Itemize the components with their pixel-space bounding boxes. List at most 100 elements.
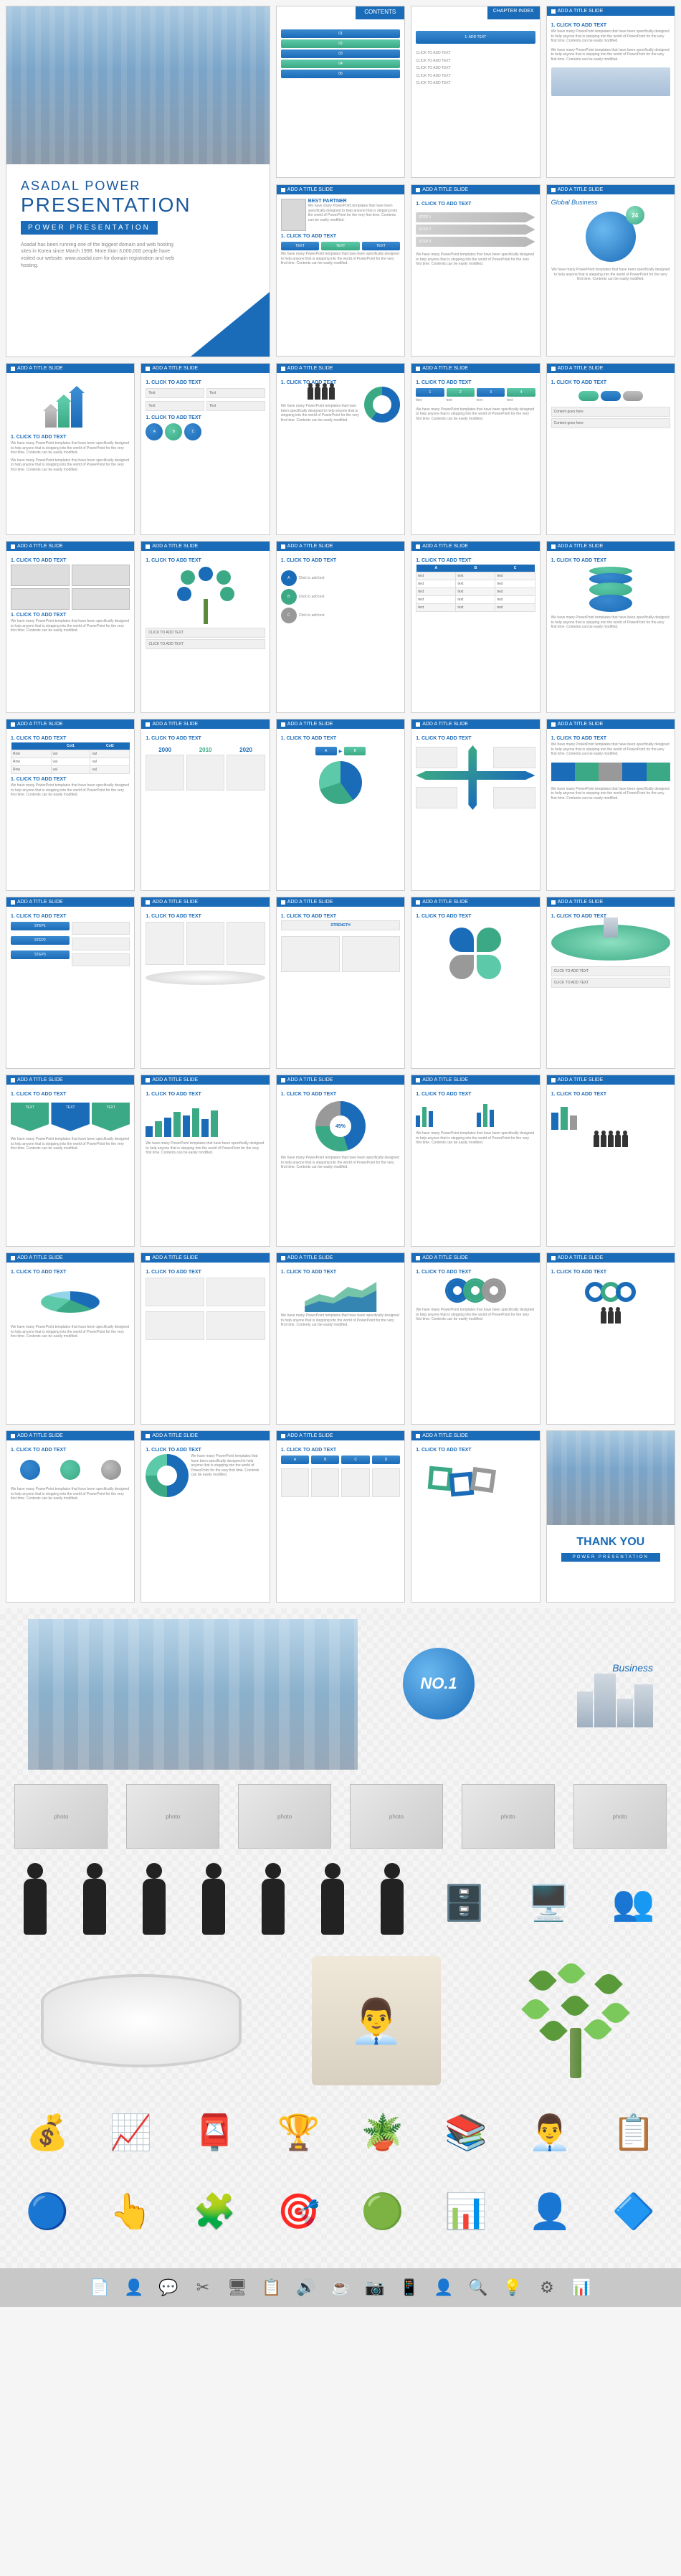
slide-header: ADD A TITLE SLIDE [411,185,539,194]
mini-bars [416,1098,475,1127]
donut-pct-slide: ADD A TITLE SLIDE 1. CLICK TO ADD TEXT 4… [276,1075,405,1247]
toc-item: 04 [281,60,400,68]
item-text: Click to add text [299,595,400,600]
partner-title: BEST PARTNER [308,199,400,204]
donut-label: 45% [330,1115,351,1137]
area-chart [281,1276,400,1312]
section-title: 1. CLICK TO ADD TEXT [416,736,535,741]
section-title: 1. CLICK TO ADD TEXT [146,914,265,919]
tool-icon[interactable]: 📷 [364,2277,386,2298]
timeline-slide: ADD A TITLE SLIDE 1. CLICK TO ADD TEXT 2… [141,719,270,891]
panel [146,922,184,965]
section-title: 1. CLICK TO ADD TEXT [11,736,130,741]
body-text: We have many PowerPoint templates that h… [146,1141,265,1156]
contents-title: CONTENTS [356,6,404,19]
section-title: 1. CLICK TO ADD TEXT [11,777,130,782]
body-text: We have many PowerPoint templates that h… [281,252,400,266]
hdr-cell: B [311,1456,339,1464]
arrow-step: STEP 3 [416,237,535,247]
person-photo-asset: 👨‍💼 [312,1956,441,2085]
strength-slide: ADD A TITLE SLIDE 1. CLICK TO ADD TEXT S… [276,897,405,1069]
circle-c: C [184,423,201,440]
people-icons [551,1311,670,1324]
table-slide: ADD A TITLE SLIDE 1. CLICK TO ADD TEXT A… [411,541,540,713]
text-box: Text [146,388,204,398]
tool-icon[interactable]: 💡 [502,2277,523,2298]
section-title: 1. CLICK TO ADD TEXT [551,380,670,385]
body-text: We have many PowerPoint templates that h… [281,1156,400,1170]
tool-icon[interactable]: ✂ [192,2277,214,2298]
donut-chart: 45% [315,1101,366,1151]
arrows-3d-slide: ADD A TITLE SLIDE 1. CLICK TO ADD TEXT W… [6,363,135,535]
slide-header: ADD A TITLE SLIDE [411,897,539,907]
icon-asset: 🔷 [601,2179,666,2243]
body-text: We have many PowerPoint templates that h… [11,1325,130,1339]
table2-slide: ADD A TITLE SLIDE 1. CLICK TO ADD TEXT C… [6,719,135,891]
body-text: We have many PowerPoint templates that h… [191,1454,265,1478]
step-box: STEP3 [11,950,70,959]
chart-box [146,1311,204,1340]
city-image [28,1619,358,1770]
tool-icon[interactable]: 📋 [261,2277,282,2298]
toc-item: 03 [281,49,400,58]
body-text: We have many PowerPoint templates that h… [11,441,130,456]
photo-asset: photo [462,1784,555,1849]
tool-icon[interactable]: 📄 [89,2277,110,2298]
business-label: Business [577,1662,653,1674]
section-title: 1. CLICK TO ADD TEXT [146,1092,265,1097]
people-chart-slide: ADD A TITLE SLIDE 1. CLICK TO ADD TEXT [546,1075,675,1247]
icon-asset: 👆 [99,2179,163,2243]
text-box: Text [206,388,265,398]
body-text: We have many PowerPoint templates that h… [551,48,670,62]
item-text: text [447,398,475,403]
bullet: CLICK TO ADD TEXT [416,74,535,79]
quad-box [493,747,535,768]
item-text: text [477,398,505,403]
thank-you-slide: THANK YOU POWER PRESENTATION [546,1430,675,1603]
tool-icon[interactable]: 👤 [433,2277,454,2298]
tool-icon[interactable]: 📱 [399,2277,420,2298]
badge-24: 24 [626,206,644,225]
slide-header: ADD A TITLE SLIDE [277,1253,404,1263]
year-box [227,755,265,791]
petal-diagram [447,925,504,982]
pie-chart [319,761,362,804]
text-box: CLICK TO ADD TEXT [551,978,670,988]
globe-asset: NO.1 [403,1648,532,1741]
year-box [146,755,184,791]
tree-diagram [173,567,238,624]
section-title: 1. CLICK TO ADD TEXT [416,1270,535,1275]
body-text: We have many PowerPoint templates that h… [11,1487,130,1501]
tool-icon[interactable]: ☕ [330,2277,351,2298]
tool-icon[interactable]: 📊 [571,2277,592,2298]
slide-header: ADD A TITLE SLIDE [411,1431,539,1440]
item-text: text [416,398,444,403]
circle-a: A [146,423,163,440]
bullet: CLICK TO ADD TEXT [416,81,535,86]
section-title: 1. CLICK TO ADD TEXT [11,1270,130,1275]
photo-asset: photo [14,1784,108,1849]
text-box: CLICK TO ADD TEXT [551,966,670,976]
body-text: We have many PowerPoint templates that h… [551,615,670,630]
step-desc [72,922,130,935]
gears-slide: ADD A TITLE SLIDE 1. CLICK TO ADD TEXT W… [411,1252,540,1425]
body-text: We have many PowerPoint templates that h… [11,1137,130,1151]
tool-icon[interactable]: 🔍 [467,2277,489,2298]
slide-header: ADD A TITLE SLIDE [547,6,675,16]
section-title: 1. CLICK TO ADD TEXT [11,914,130,919]
tool-icon[interactable]: 🖥 [227,2277,248,2298]
cross-diagram [416,745,535,810]
step-box: STEP2 [11,936,70,945]
slide-header: ADD A TITLE SLIDE [411,1075,539,1085]
body-text: We have many PowerPoint templates that h… [281,1313,400,1328]
slide-header: ADD A TITLE SLIDE [547,364,675,373]
thank-title: THANK YOU [547,1536,675,1549]
tool-icon[interactable]: 🔊 [295,2277,317,2298]
tool-icon[interactable]: ⚙ [536,2277,558,2298]
slide-header: ADD A TITLE SLIDE [411,1253,539,1263]
tool-icon[interactable]: 👤 [123,2277,145,2298]
tool-icon[interactable]: 💬 [158,2277,179,2298]
item-text: Click to add text [299,576,400,581]
data-table: ABC texttexttext texttexttext texttextte… [416,565,535,612]
body-text: We have many PowerPoint templates that h… [281,404,362,423]
